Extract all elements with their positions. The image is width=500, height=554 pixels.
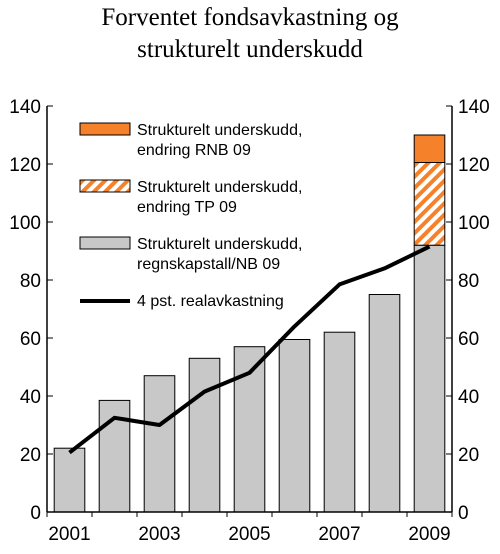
line-realavkastning bbox=[68, 244, 431, 455]
legend-label-2-line2: regnskapstall/NB 09 bbox=[137, 256, 280, 273]
y-tick-label-left-80: 80 bbox=[20, 271, 41, 292]
axes-layer: 0 0 20 20 40 40 60 60 80 80 100 100 120 120 140 140 2001… bbox=[9, 97, 489, 545]
bar-2001-series-0 bbox=[53, 447, 86, 513]
legend-label-2-line1: Strukturelt underskudd, bbox=[137, 236, 302, 253]
x-tick-label-2001: 2001 bbox=[48, 524, 90, 545]
y-tick-label-left-0: 0 bbox=[30, 503, 41, 524]
bar-2009-series-0 bbox=[413, 244, 446, 513]
bar-2007-series-0 bbox=[323, 331, 356, 513]
y-tick-label-right-80: 80 bbox=[458, 271, 479, 292]
legend: Strukturelt underskudd, endring RNB 09 Str… bbox=[79, 122, 302, 310]
chart-title-line2: strukturelt underskudd bbox=[137, 36, 363, 63]
y-tick-label-left-60: 60 bbox=[20, 329, 41, 350]
y-tick-label-right-120: 120 bbox=[458, 155, 490, 176]
y-tick-label-left-100: 100 bbox=[9, 213, 41, 234]
legend-label-1-line2: endring TP 09 bbox=[137, 199, 237, 216]
bar-2008-series-0 bbox=[368, 294, 401, 513]
y-tick-label-left-20: 20 bbox=[20, 445, 41, 466]
legend-label-3-line1: 4 pst. realavkastning bbox=[137, 293, 284, 310]
y-tick-label-left-140: 140 bbox=[9, 97, 41, 118]
x-tick-label-2005: 2005 bbox=[228, 524, 270, 545]
y-tick-label-right-140: 140 bbox=[458, 97, 490, 118]
legend-swatch-2 bbox=[79, 236, 131, 250]
y-tick-label-left-120: 120 bbox=[9, 155, 41, 176]
y-tick-label-right-100: 100 bbox=[458, 213, 490, 234]
bar-2003-series-0 bbox=[143, 375, 176, 513]
legend-swatch-1 bbox=[79, 179, 131, 193]
legend-label-0-line2: endring RNB 09 bbox=[137, 142, 251, 159]
bar-2004-series-0 bbox=[188, 357, 221, 513]
x-tick-label-2009: 2009 bbox=[408, 524, 450, 545]
bar-2006-series-0 bbox=[278, 339, 311, 513]
y-tick-label-right-60: 60 bbox=[458, 329, 479, 350]
x-tick-label-2003: 2003 bbox=[138, 524, 180, 545]
chart-title-line1: Forventet fondsavkastning og bbox=[101, 4, 399, 31]
bar-2009-series-2 bbox=[413, 134, 446, 163]
y-tick-label-right-40: 40 bbox=[458, 387, 479, 408]
legend-label-1-line1: Strukturelt underskudd, bbox=[137, 179, 302, 196]
chart-title: Forventet fondsavkastning og strukturelt… bbox=[0, 2, 500, 66]
y-tick-label-left-40: 40 bbox=[20, 387, 41, 408]
x-tick-label-2007: 2007 bbox=[318, 524, 360, 545]
y-tick-label-right-20: 20 bbox=[458, 445, 479, 466]
legend-swatch-0 bbox=[79, 122, 131, 136]
y-tick-label-right-0: 0 bbox=[458, 503, 469, 524]
bar-2009-series-1 bbox=[413, 162, 446, 246]
line-layer bbox=[68, 244, 431, 455]
legend-label-0-line1: Strukturelt underskudd, bbox=[137, 122, 302, 139]
